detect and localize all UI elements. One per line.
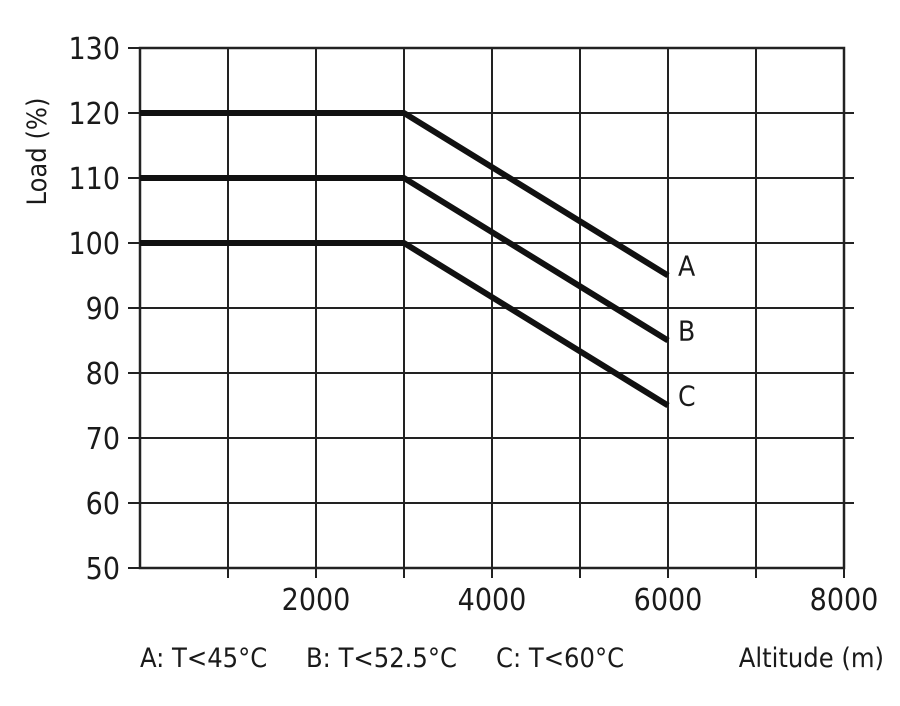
y-tick-label: 70 (86, 422, 120, 457)
y-axis-title: Load (%) (22, 98, 53, 206)
x-tick-label: 2000 (282, 583, 351, 618)
y-tick-label: 50 (86, 552, 120, 587)
x-tick-label: 6000 (634, 583, 703, 618)
axis-ticks (128, 47, 845, 578)
x-tick-label: 8000 (810, 583, 879, 618)
y-tick-label: 60 (86, 487, 120, 522)
x-tick-label: 4000 (458, 583, 527, 618)
legend-item: A: T<45°C (140, 643, 267, 674)
y-tick-label: 110 (68, 162, 120, 197)
series-label-a: A (678, 250, 696, 283)
series-label-b: B (678, 315, 695, 348)
series-lines (140, 110, 670, 409)
x-axis-title: Altitude (m) (739, 643, 884, 674)
y-tick-label: 80 (86, 357, 120, 392)
series-line-a (140, 110, 670, 279)
y-tick-label: 130 (68, 32, 120, 67)
series-line-b (140, 175, 670, 344)
y-tick-label: 100 (68, 227, 120, 262)
series-line-c (140, 240, 670, 409)
y-tick-label: 120 (68, 97, 120, 132)
labels: 2000 4000 6000 80005060708090100110120130AB… (22, 32, 884, 674)
y-tick-label: 90 (86, 292, 120, 327)
legend-item: B: T<52.5°C (306, 643, 457, 674)
series-label-c: C (678, 380, 696, 413)
legend-item: C: T<60°C (496, 643, 624, 674)
